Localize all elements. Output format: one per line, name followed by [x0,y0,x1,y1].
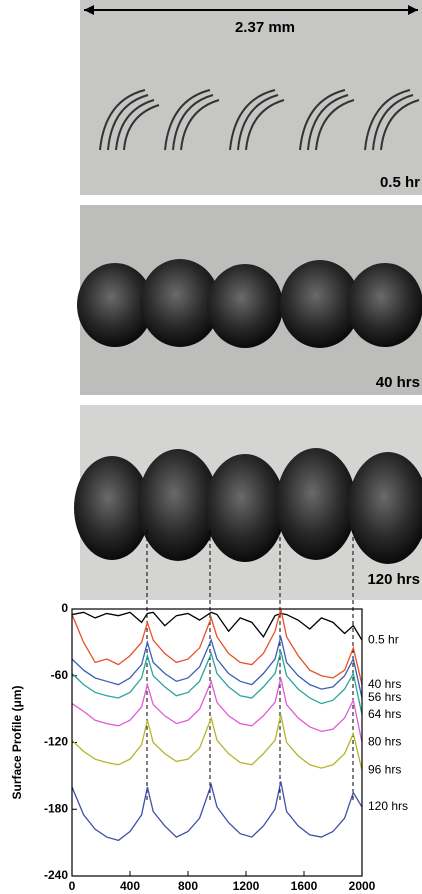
chart: 0-60-120-180-2400400800120016002000Posit… [10,601,408,893]
legend-label: 96 hrs [368,762,401,776]
series-line [71,677,363,743]
micrograph-0.5hr: 2.37 mm 0.5 hr [80,0,422,195]
y-tick-label: -180 [44,801,68,815]
legend-label: 80 hrs [368,735,401,749]
plot-frame [71,608,363,877]
correspondence-lines [146,530,354,800]
series-line [71,636,363,699]
x-tick-label: 400 [120,879,140,893]
x-tick-label: 800 [178,879,198,893]
panel-label: 0.5 hr [380,174,420,191]
x-tick-label: 1600 [291,879,318,893]
panel-label: 40 hrs [376,374,420,391]
x-tick-label: 0 [69,879,76,893]
series-line [71,781,363,842]
series-line [71,608,363,685]
legend-label: 64 hrs [368,707,401,721]
series-line [71,714,363,771]
y-tick-label: -240 [44,868,68,882]
micrograph-120hrs: 120 hrs [74,405,422,600]
micrograph-40hrs: 40 hrs [77,205,422,395]
legend-label: 56 hrs [368,690,401,704]
legend-label: 120 hrs [368,799,408,813]
panel-label: 120 hrs [367,571,420,588]
y-tick-label: -120 [44,735,68,749]
x-tick-label: 2000 [349,879,376,893]
y-axis-label: Surface Profile (μm) [10,685,24,799]
scale-bar-label: 2.37 mm [235,19,295,36]
y-tick-label: 0 [61,601,68,615]
legend-label: 0.5 hr [368,632,399,646]
x-tick-label: 1200 [233,879,260,893]
series-line [71,611,363,641]
legend-label: 40 hrs [368,677,401,691]
series-line [71,651,363,715]
y-tick-label: -60 [51,668,69,682]
